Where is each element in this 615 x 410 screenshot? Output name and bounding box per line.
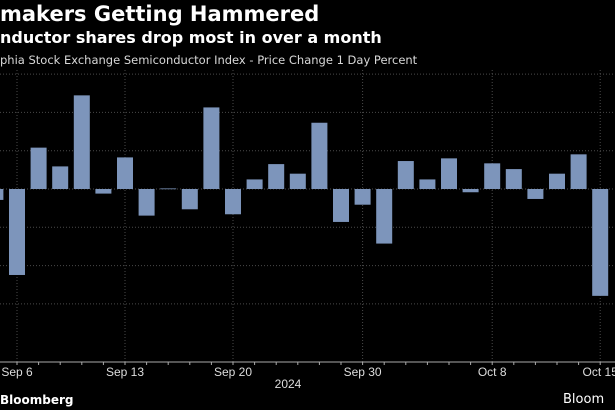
bar-oct-9 — [505, 169, 522, 189]
bar-sep-25 — [289, 173, 306, 189]
bar-sep-30 — [354, 189, 371, 205]
bar-oct-11 — [549, 173, 565, 189]
bar-sep-19 — [203, 107, 220, 189]
bar-sep-13 — [117, 157, 133, 189]
bar-oct-1 — [376, 189, 393, 244]
x-tick-label: Oct 8 — [478, 365, 507, 379]
x-axis-label: 2024 — [275, 377, 302, 391]
bars — [0, 95, 609, 296]
bar-sep-27 — [333, 189, 349, 222]
bar-oct-4 — [441, 158, 457, 189]
chart-note: phia Stock Exchange Semiconductor Index … — [0, 53, 418, 67]
chart-subtitle: nductor shares drop most in over a month — [0, 28, 382, 47]
bar-sep-20 — [225, 189, 241, 215]
x-axis: Sep 6 Sep 13 Sep 20 Sep 30 Oct 8 Oct 15 — [0, 361, 615, 379]
bar-sep-6 — [9, 189, 25, 275]
bar-sep-11 — [73, 95, 90, 189]
source-logo-left: Bloomberg — [0, 393, 74, 407]
bar-sep-23 — [246, 179, 263, 189]
bar-oct-7 — [462, 189, 479, 193]
bar-oct-15 — [592, 189, 609, 296]
bar-oct-3 — [419, 179, 436, 189]
x-tick-label: Sep 6 — [1, 365, 33, 379]
bar-oct-8 — [484, 163, 501, 189]
source-logo-right: Bloom — [563, 392, 605, 407]
bar-sep-17 — [160, 188, 177, 190]
bar-sep-5 — [0, 189, 4, 200]
gridlines — [0, 70, 615, 362]
x-tick-label: Sep 13 — [106, 365, 144, 379]
bar-oct-14 — [570, 154, 587, 189]
bar-oct-2 — [397, 161, 414, 189]
bar-sep-26 — [311, 122, 328, 189]
x-tick-label: Oct 15 — [583, 365, 615, 379]
chart-title: makers Getting Hammered — [0, 2, 320, 26]
bar-sep-9 — [30, 147, 47, 189]
bar-sep-12 — [95, 189, 112, 194]
bar-sep-24 — [268, 164, 285, 189]
bar-sep-16 — [138, 189, 155, 216]
bar-oct-10 — [527, 189, 544, 199]
x-tick-label: Sep 30 — [344, 365, 382, 379]
x-tick-label: Sep 20 — [214, 365, 252, 379]
bar-sep-10 — [52, 166, 69, 189]
bar-sep-18 — [181, 189, 198, 210]
